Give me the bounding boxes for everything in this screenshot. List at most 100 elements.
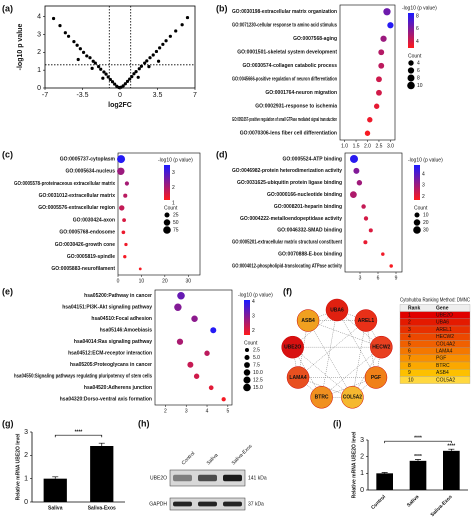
bar <box>376 473 393 490</box>
colorbar-tick-label: 2 <box>422 194 425 200</box>
significance-bracket <box>54 434 103 438</box>
x-tick-label: 20 <box>162 278 168 284</box>
table-cell: LAMA4 <box>436 349 453 355</box>
y-tick-label: hsa05205:Proteoglycans in cancer <box>70 362 152 368</box>
point <box>161 42 165 46</box>
y-tick-label: 2 <box>24 452 28 459</box>
colorbar-tick-label: 4 <box>252 299 255 305</box>
y-tick-label: hsa04151:PI3K-Akt signaling pathway <box>62 305 152 311</box>
x-tick-label: 1.5 <box>353 143 360 149</box>
point <box>93 61 97 65</box>
colorbar-title: -log10 (p value) <box>402 5 437 11</box>
point <box>91 59 95 63</box>
table-cell: PGF <box>436 356 446 362</box>
colorbar <box>164 165 170 200</box>
y-tick-label: GO:0005576-extracellular region <box>38 205 115 211</box>
size-legend-title: Count <box>244 340 258 346</box>
point <box>158 46 162 50</box>
y-tick-label: GO:0030198-extracellular matrix organiza… <box>232 9 337 15</box>
size-legend-label: 6 <box>417 68 420 74</box>
colorbar <box>244 300 250 335</box>
size-legend-title: Count <box>408 53 422 59</box>
significance-label: **** <box>75 430 83 436</box>
x-tick-label: 3 <box>185 408 188 414</box>
point <box>99 67 103 71</box>
table-cell: 9 <box>408 370 411 376</box>
point <box>145 59 149 63</box>
y-tick-label: GO:0005883-neurofilament <box>51 266 115 272</box>
dot <box>356 180 363 186</box>
edge <box>352 320 367 398</box>
blot-band <box>198 501 217 507</box>
size-legend-dot <box>407 81 415 90</box>
y-tick-label: hsa05200:Pathway in cancer <box>84 293 152 299</box>
blot-band <box>223 501 242 507</box>
table-cell: 8 <box>408 363 411 369</box>
dot <box>123 193 128 198</box>
point <box>164 39 168 43</box>
band-name: GAPDH <box>149 501 167 507</box>
node <box>370 335 393 359</box>
node-label: AREL1 <box>358 318 375 324</box>
dot <box>389 264 393 268</box>
point <box>123 82 127 86</box>
point <box>130 74 134 79</box>
dot <box>376 89 382 96</box>
size-legend-label: 25 <box>173 212 179 218</box>
point <box>180 23 184 27</box>
size-legend-dot <box>244 354 250 361</box>
panel-label: (i) <box>333 418 342 428</box>
y-tick-label: GO:0071230-cellular response to amino ac… <box>232 23 337 29</box>
size-legend-dot <box>244 347 250 353</box>
y-axis-label: -log10 p value <box>17 24 24 71</box>
panel-label: (f) <box>283 286 292 296</box>
panel-label: (d) <box>216 149 228 159</box>
colorbar-title: -log10 (p value) <box>238 292 273 298</box>
dot <box>381 252 385 256</box>
x-tick-label: Saliva-Exos <box>430 494 454 518</box>
y-tick-label: GO:0051057-positive regulation of small … <box>232 117 337 123</box>
point <box>156 59 161 63</box>
size-legend-dot <box>244 362 250 368</box>
node <box>341 386 364 409</box>
plot-frame <box>154 289 233 406</box>
table-cell: HECW2 <box>436 334 454 340</box>
x-tick-label: 3.5 <box>153 92 163 99</box>
size-legend-dot <box>163 226 171 234</box>
x-tick-label: Saliva-Exos <box>88 505 116 511</box>
significance-label: **** <box>447 443 455 449</box>
colorbar <box>408 13 414 48</box>
edge <box>321 309 338 398</box>
point <box>148 56 152 60</box>
point <box>185 15 190 20</box>
size-legend-label: 10.0 <box>253 370 263 376</box>
y-tick-label: GO:0031625-ubiquitin protein ligase bind… <box>237 180 342 186</box>
dot <box>350 154 358 163</box>
node-label: LAMA4 <box>289 375 306 381</box>
x-tick-label: Saliva <box>48 505 63 511</box>
dot <box>353 167 360 174</box>
x-tick-label: 0 <box>117 278 120 284</box>
y-axis-label: Relative mRNA UBE2O level <box>15 433 21 500</box>
size-legend-dot <box>243 369 251 376</box>
y-tick-label: GO:0046332-SMAD binding <box>277 228 342 234</box>
point <box>134 70 138 74</box>
dot <box>117 167 125 175</box>
error-bar <box>52 476 59 479</box>
y-tick-label: 0 <box>24 499 28 506</box>
size-legend-title: Count <box>414 205 428 211</box>
y-tick-label: GO:0070888-E-box binding <box>278 251 342 257</box>
size-legend-dot <box>164 212 170 218</box>
size-legend-title: Count <box>164 205 178 211</box>
x-tick-label: 7 <box>193 92 197 99</box>
size-legend-dot <box>163 219 171 226</box>
dot <box>121 230 126 235</box>
plot-frame <box>117 152 201 276</box>
lane-label: Saliva <box>206 452 220 466</box>
lane-label: Saliva-Exos <box>231 443 254 466</box>
y-tick-label: hsa04512:ECM-receptor interaction <box>68 351 152 357</box>
plot-frame <box>344 152 403 273</box>
dot <box>187 361 194 368</box>
dot <box>363 240 368 245</box>
panel-label: (a) <box>2 3 13 13</box>
